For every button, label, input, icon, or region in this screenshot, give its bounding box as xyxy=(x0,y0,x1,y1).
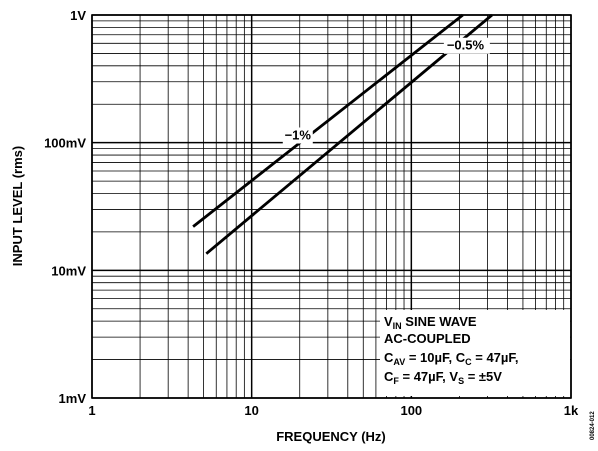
tick-labels: 1 10 100 1k 1mV 10mV 100mV 1V xyxy=(44,8,579,418)
x-axis-label: FREQUENCY (Hz) xyxy=(276,429,386,444)
annotation-line-supply: CF = 47µF, VS = ±5V xyxy=(384,369,502,386)
y-tick-label: 1V xyxy=(70,8,86,23)
y-tick-label: 10mV xyxy=(51,263,86,278)
y-axis-label: INPUT LEVEL (rms) xyxy=(10,146,25,266)
x-tick-label: 100 xyxy=(400,403,422,418)
annotation-background xyxy=(380,310,570,396)
series-label-background xyxy=(443,37,490,54)
x-tick-label: 1k xyxy=(564,403,579,418)
series-layer xyxy=(192,13,493,255)
series-label: −0.5% xyxy=(447,38,485,53)
figure-id: 00824-012 xyxy=(590,411,596,440)
series-line xyxy=(205,13,493,255)
annotation-line-signal: VIN SINE WAVE xyxy=(384,314,477,331)
series-label-background xyxy=(282,127,313,144)
x-tick-label: 1 xyxy=(88,403,95,418)
plot-frame xyxy=(91,14,572,399)
series-label: −1% xyxy=(285,128,312,143)
series-line xyxy=(192,13,464,228)
conditions-annotation: VIN SINE WAVE AC-COUPLED CAV = 10µF, CC … xyxy=(380,310,570,396)
annotation-line-capacitors: CAV = 10µF, CC = 47µF, xyxy=(384,350,519,367)
y-tick-label: 100mV xyxy=(44,136,86,151)
y-tick-label: 1mV xyxy=(59,391,87,406)
x-tick-label: 10 xyxy=(244,403,258,418)
annotation-line-coupling: AC-COUPLED xyxy=(384,331,471,346)
series-labels: −1% −0.5% xyxy=(282,37,490,144)
